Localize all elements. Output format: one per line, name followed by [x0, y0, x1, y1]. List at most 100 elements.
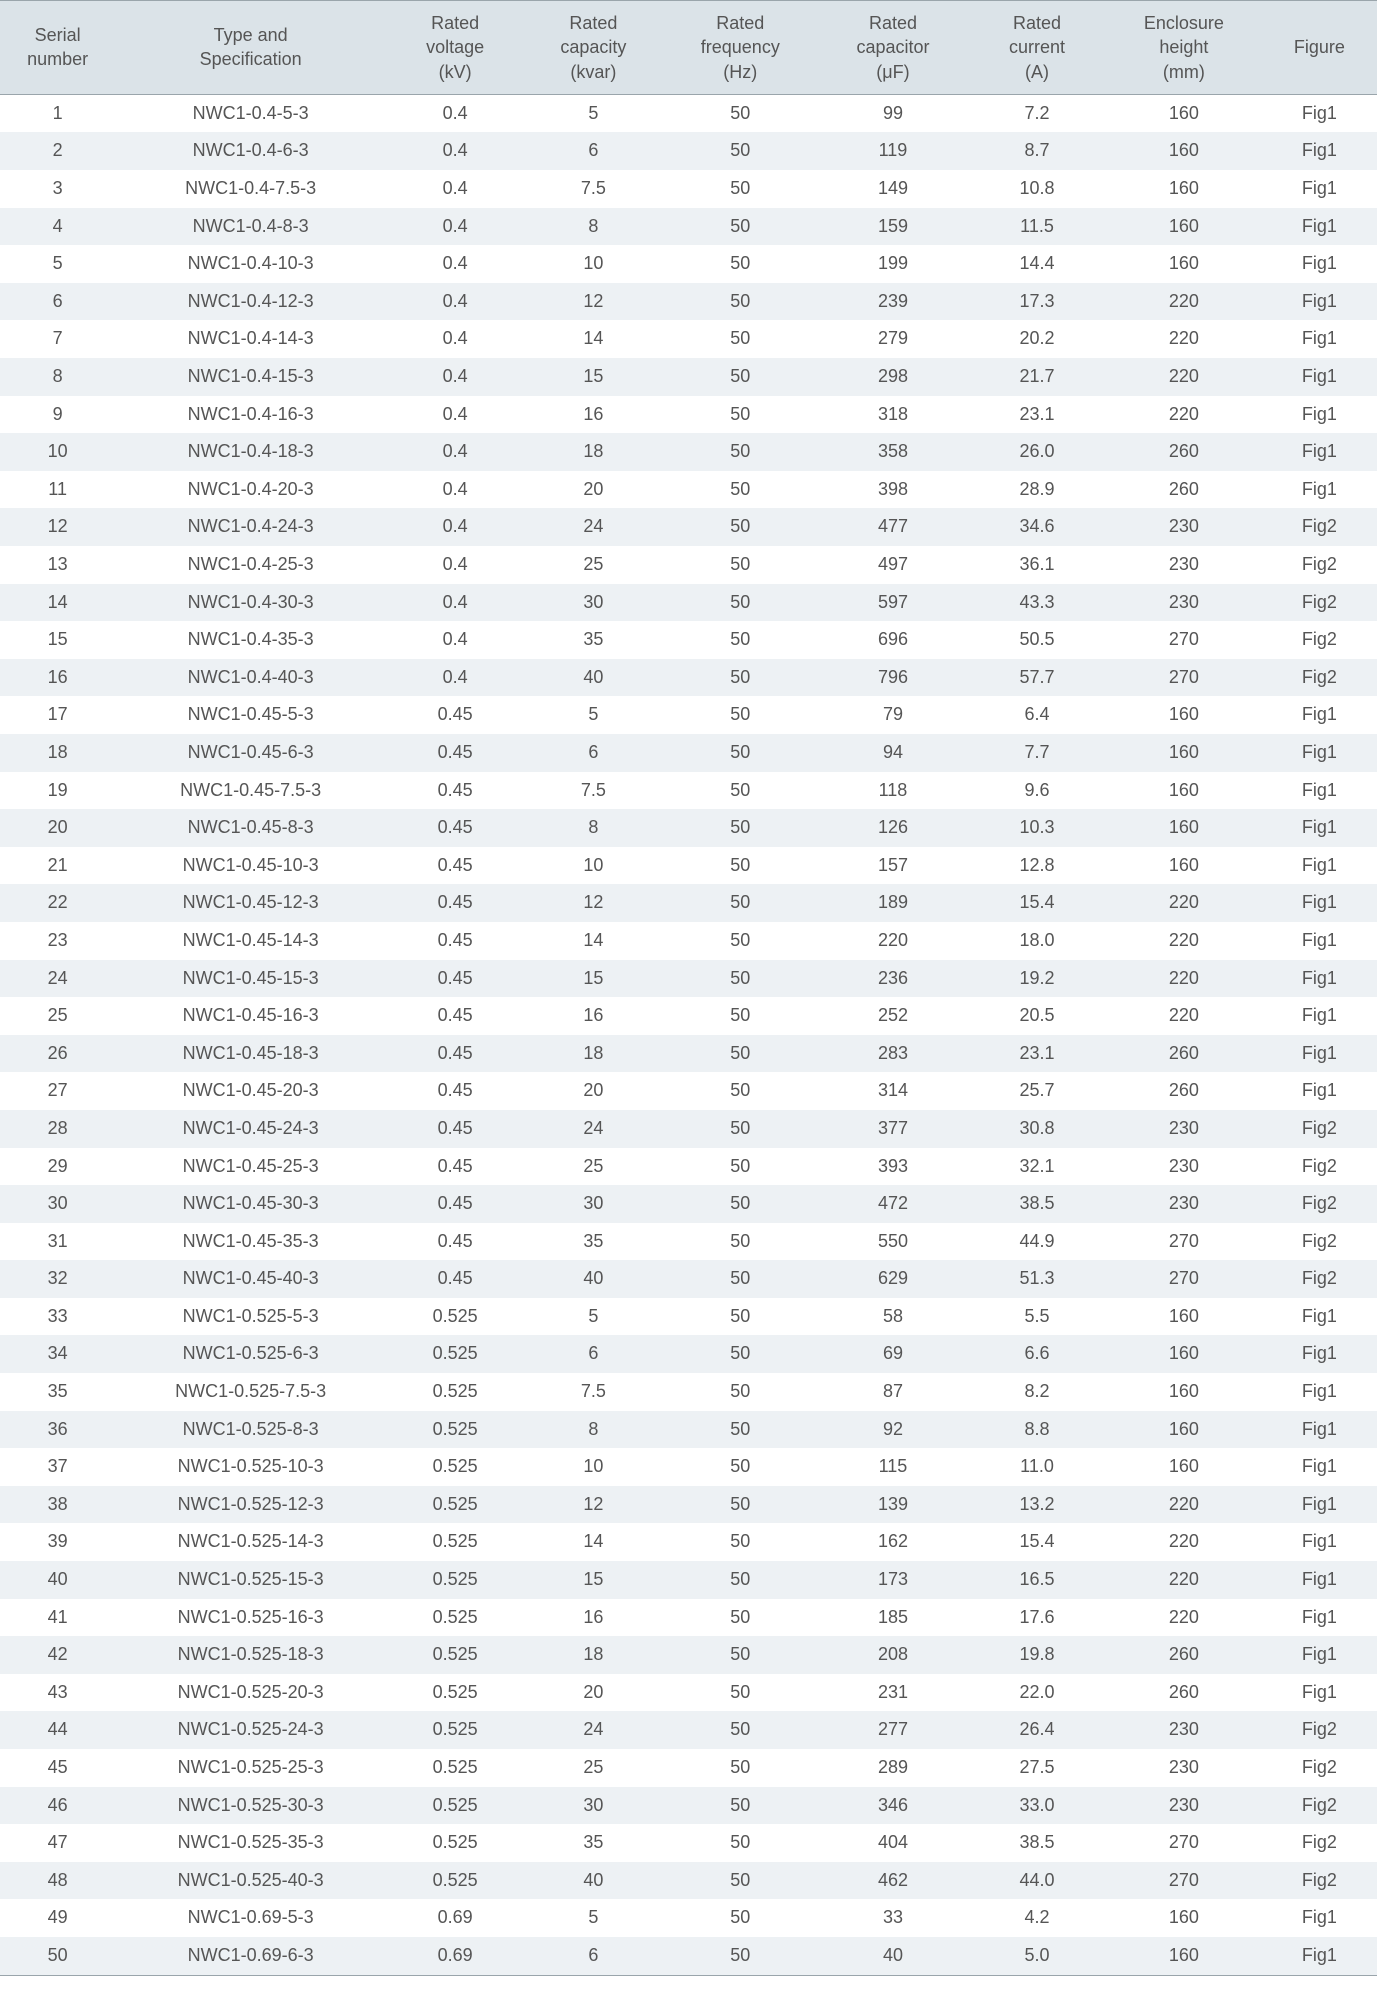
cell-spec: NWC1-0.45-20-3 [115, 1072, 386, 1110]
cell-figure: Fig1 [1262, 320, 1377, 358]
cell-current: 25.7 [968, 1072, 1106, 1110]
cell-freq: 50 [663, 809, 819, 847]
cell-freq: 50 [663, 1185, 819, 1223]
cell-serial: 6 [0, 283, 115, 321]
cell-current: 36.1 [968, 546, 1106, 584]
cell-height: 160 [1106, 1448, 1262, 1486]
cell-capacity: 7.5 [524, 772, 662, 810]
cell-freq: 50 [663, 433, 819, 471]
cell-figure: Fig1 [1262, 772, 1377, 810]
cell-voltage: 0.45 [386, 997, 524, 1035]
cell-height: 270 [1106, 1260, 1262, 1298]
cell-serial: 16 [0, 659, 115, 697]
cell-capacitor: 796 [818, 659, 968, 697]
table-row: 28NWC1-0.45-24-30.45245037730.8230Fig2 [0, 1110, 1377, 1148]
cell-current: 19.2 [968, 960, 1106, 998]
cell-freq: 50 [663, 546, 819, 584]
header-line1: Rated [1013, 13, 1061, 33]
cell-freq: 50 [663, 396, 819, 434]
cell-capacity: 30 [524, 584, 662, 622]
cell-height: 230 [1106, 1185, 1262, 1223]
cell-capacitor: 597 [818, 584, 968, 622]
cell-serial: 18 [0, 734, 115, 772]
cell-spec: NWC1-0.525-15-3 [115, 1561, 386, 1599]
column-header-capacity: Ratedcapacity(kvar) [524, 1, 662, 95]
cell-current: 15.4 [968, 884, 1106, 922]
cell-freq: 50 [663, 1636, 819, 1674]
cell-serial: 31 [0, 1223, 115, 1261]
cell-capacitor: 92 [818, 1411, 968, 1449]
header-line2: height [1159, 37, 1208, 57]
cell-voltage: 0.4 [386, 245, 524, 283]
table-row: 5NWC1-0.4-10-30.4105019914.4160Fig1 [0, 245, 1377, 283]
cell-voltage: 0.525 [386, 1335, 524, 1373]
cell-height: 230 [1106, 1148, 1262, 1186]
cell-voltage: 0.525 [386, 1749, 524, 1787]
cell-height: 230 [1106, 1787, 1262, 1825]
cell-figure: Fig1 [1262, 960, 1377, 998]
cell-spec: NWC1-0.45-25-3 [115, 1148, 386, 1186]
cell-height: 220 [1106, 396, 1262, 434]
cell-height: 160 [1106, 847, 1262, 885]
table-row: 14NWC1-0.4-30-30.4305059743.3230Fig2 [0, 584, 1377, 622]
cell-voltage: 0.525 [386, 1561, 524, 1599]
cell-freq: 50 [663, 734, 819, 772]
cell-serial: 38 [0, 1486, 115, 1524]
cell-serial: 14 [0, 584, 115, 622]
cell-current: 8.8 [968, 1411, 1106, 1449]
table-row: 32NWC1-0.45-40-30.45405062951.3270Fig2 [0, 1260, 1377, 1298]
cell-capacity: 6 [524, 734, 662, 772]
cell-capacity: 20 [524, 471, 662, 509]
cell-figure: Fig1 [1262, 1486, 1377, 1524]
cell-freq: 50 [663, 508, 819, 546]
cell-serial: 28 [0, 1110, 115, 1148]
cell-spec: NWC1-0.4-20-3 [115, 471, 386, 509]
cell-figure: Fig1 [1262, 1072, 1377, 1110]
cell-capacitor: 298 [818, 358, 968, 396]
cell-voltage: 0.525 [386, 1636, 524, 1674]
cell-freq: 50 [663, 1373, 819, 1411]
cell-spec: NWC1-0.525-18-3 [115, 1636, 386, 1674]
cell-capacity: 5 [524, 94, 662, 132]
cell-figure: Fig2 [1262, 1185, 1377, 1223]
cell-capacitor: 289 [818, 1749, 968, 1787]
cell-figure: Fig1 [1262, 997, 1377, 1035]
cell-serial: 44 [0, 1711, 115, 1749]
cell-current: 14.4 [968, 245, 1106, 283]
cell-voltage: 0.4 [386, 94, 524, 132]
header-unit: (mm) [1163, 62, 1205, 82]
cell-capacity: 24 [524, 1110, 662, 1148]
cell-height: 260 [1106, 1072, 1262, 1110]
cell-serial: 10 [0, 433, 115, 471]
cell-figure: Fig2 [1262, 621, 1377, 659]
cell-capacity: 35 [524, 1223, 662, 1261]
cell-height: 160 [1106, 1335, 1262, 1373]
cell-current: 8.2 [968, 1373, 1106, 1411]
cell-capacity: 12 [524, 283, 662, 321]
cell-spec: NWC1-0.525-10-3 [115, 1448, 386, 1486]
cell-serial: 1 [0, 94, 115, 132]
cell-freq: 50 [663, 1448, 819, 1486]
cell-height: 220 [1106, 960, 1262, 998]
cell-figure: Fig2 [1262, 1711, 1377, 1749]
cell-voltage: 0.525 [386, 1411, 524, 1449]
cell-serial: 12 [0, 508, 115, 546]
cell-voltage: 0.45 [386, 809, 524, 847]
table-row: 47NWC1-0.525-35-30.525355040438.5270Fig2 [0, 1824, 1377, 1862]
column-header-height: Enclosureheight(mm) [1106, 1, 1262, 95]
cell-serial: 48 [0, 1862, 115, 1900]
cell-serial: 3 [0, 170, 115, 208]
column-header-voltage: Ratedvoltage(kV) [386, 1, 524, 95]
cell-freq: 50 [663, 1260, 819, 1298]
cell-spec: NWC1-0.45-12-3 [115, 884, 386, 922]
cell-spec: NWC1-0.525-20-3 [115, 1674, 386, 1712]
cell-capacity: 24 [524, 1711, 662, 1749]
cell-current: 20.5 [968, 997, 1106, 1035]
cell-freq: 50 [663, 320, 819, 358]
cell-current: 10.8 [968, 170, 1106, 208]
table-row: 19NWC1-0.45-7.5-30.457.5501189.6160Fig1 [0, 772, 1377, 810]
cell-capacity: 40 [524, 1260, 662, 1298]
cell-current: 12.8 [968, 847, 1106, 885]
cell-current: 5.0 [968, 1937, 1106, 1975]
cell-serial: 22 [0, 884, 115, 922]
